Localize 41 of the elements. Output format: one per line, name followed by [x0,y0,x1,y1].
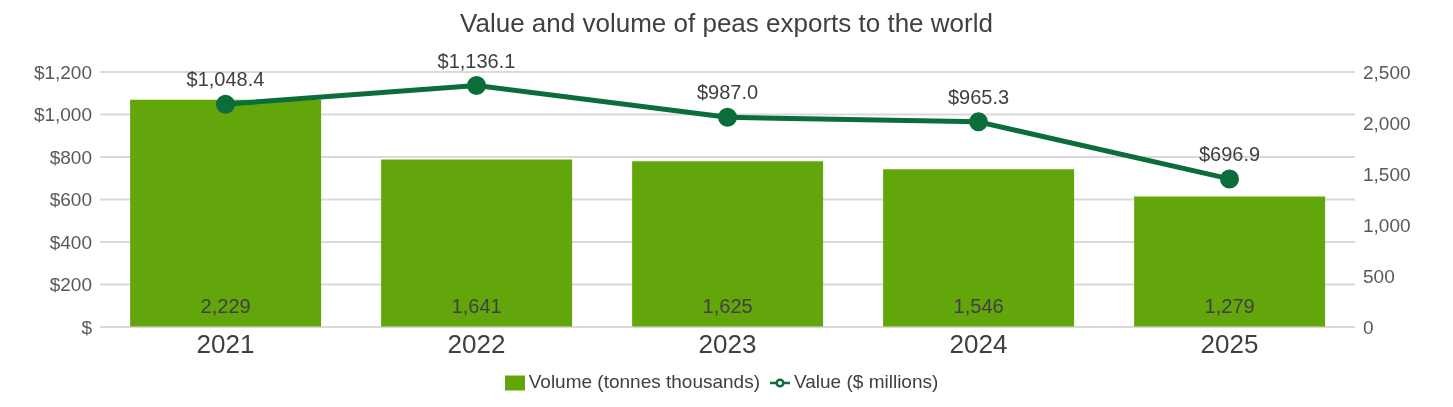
data-label: 1,279 [1204,295,1255,317]
x-tick-label: 2022 [447,329,506,360]
data-label: 1,546 [953,295,1004,317]
data-label: $965.3 [947,85,1010,108]
y-tick-label: $600 [49,189,92,211]
y-tick-label: $1,200 [33,61,92,83]
bar [381,159,573,327]
data-label: 1,641 [451,295,502,317]
x-tick-label: 2025 [1200,329,1259,360]
data-label: 2,229 [200,295,251,317]
point [216,94,235,114]
y-tick-label: $ [81,316,93,338]
x-tick-label: 2024 [949,329,1008,360]
y2-tick-label: 2,500 [1363,61,1411,83]
y2-tick-label: 0 [1363,316,1374,338]
y-tick-label: $400 [49,231,92,253]
chart-title: Value and volume of peas exports to the world [459,8,994,40]
legend-label: Value ($ millions) [794,371,939,392]
y-tick-label: $800 [49,146,92,168]
x-tick-label: 2023 [698,329,757,360]
bar [130,99,322,327]
data-label: $696.9 [1198,142,1261,165]
point [1220,169,1239,189]
y-tick-label: $1,000 [33,104,92,126]
data-label: $1,048.4 [186,68,265,91]
y2-tick-label: 1,500 [1363,163,1411,185]
data-label: $1,136.1 [437,49,516,72]
data-label: $987.0 [696,81,759,104]
x-tick-label: 2021 [196,329,255,360]
legend-label: Volume (tonnes thousands) [528,371,760,392]
bar [883,169,1075,327]
data-label: 1,625 [702,295,753,317]
point [718,107,737,127]
point [467,76,486,96]
y2-tick-label: 2,000 [1363,112,1411,134]
bar [632,161,824,327]
y2-tick-label: 500 [1363,265,1395,287]
y2-tick-label: 1,000 [1363,214,1411,236]
y-tick-label: $200 [49,274,92,296]
bar [1134,196,1326,327]
point [969,112,988,132]
